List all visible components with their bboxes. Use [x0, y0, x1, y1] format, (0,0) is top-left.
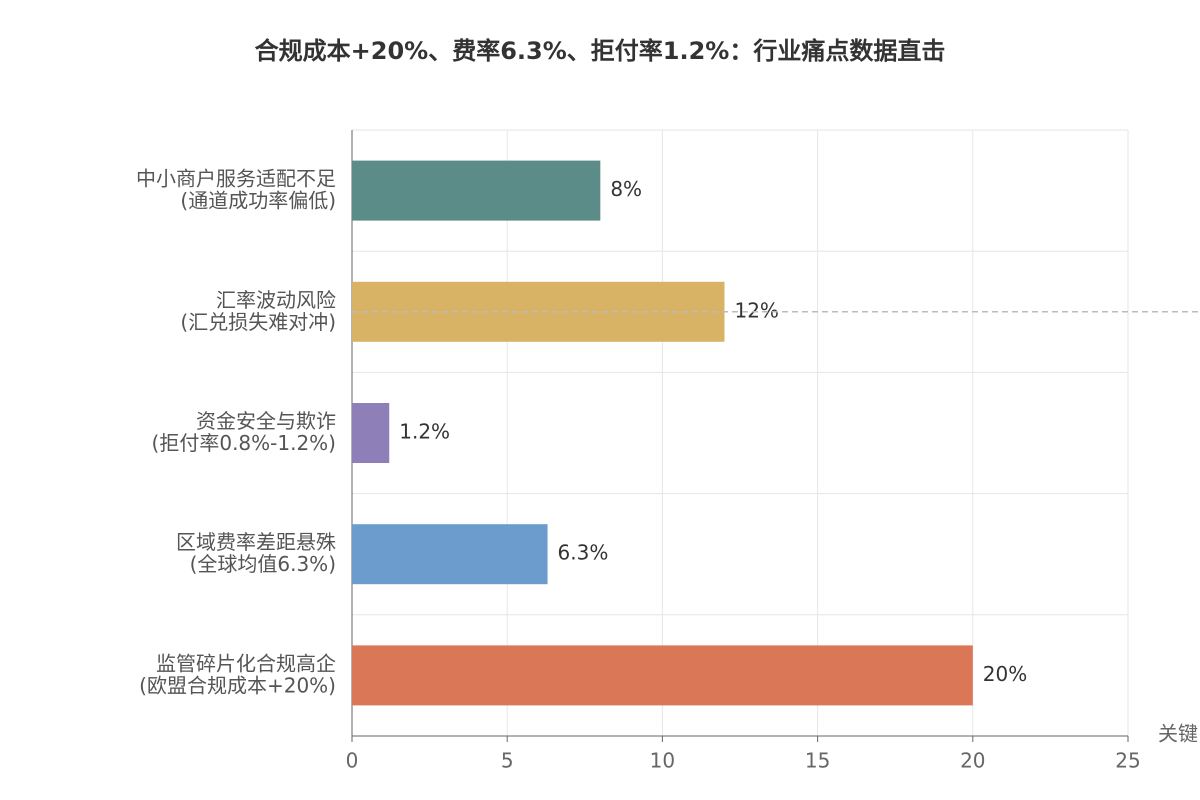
- chart-title: 合规成本+20%、费率6.3%、拒付率1.2%：行业痛点数据直击: [255, 37, 946, 65]
- y-tick-label: 中小商户服务适配不足(通道成功率偏低): [136, 166, 336, 212]
- x-axis-label: 关键: [1158, 722, 1198, 746]
- x-tick-label: 15: [805, 749, 830, 773]
- x-tick-label: 0: [346, 749, 359, 773]
- x-tick-label: 5: [501, 749, 514, 773]
- y-tick-label: 区域费率差距悬殊(全球均值6.3%): [176, 530, 336, 576]
- y-tick-label: 资金安全与欺诈(拒付率0.8%-1.2%): [152, 409, 336, 455]
- bar: [352, 403, 390, 463]
- value-label: 1.2%: [399, 420, 450, 444]
- value-label: 8%: [610, 177, 642, 201]
- x-tick-label: 10: [650, 749, 675, 773]
- value-label: 12%: [734, 298, 778, 322]
- value-label: 20%: [983, 662, 1027, 686]
- value-label: 6.3%: [558, 541, 609, 565]
- bar: [352, 645, 973, 706]
- y-tick-label: 汇率波动风险(汇兑损失难对冲): [180, 287, 336, 333]
- bar: [352, 524, 548, 585]
- x-tick-label: 25: [1115, 749, 1140, 773]
- bar: [352, 160, 601, 221]
- x-tick-label: 20: [960, 749, 985, 773]
- y-tick-label: 监管碎片化合规高企(欧盟合规成本+20%): [139, 651, 336, 697]
